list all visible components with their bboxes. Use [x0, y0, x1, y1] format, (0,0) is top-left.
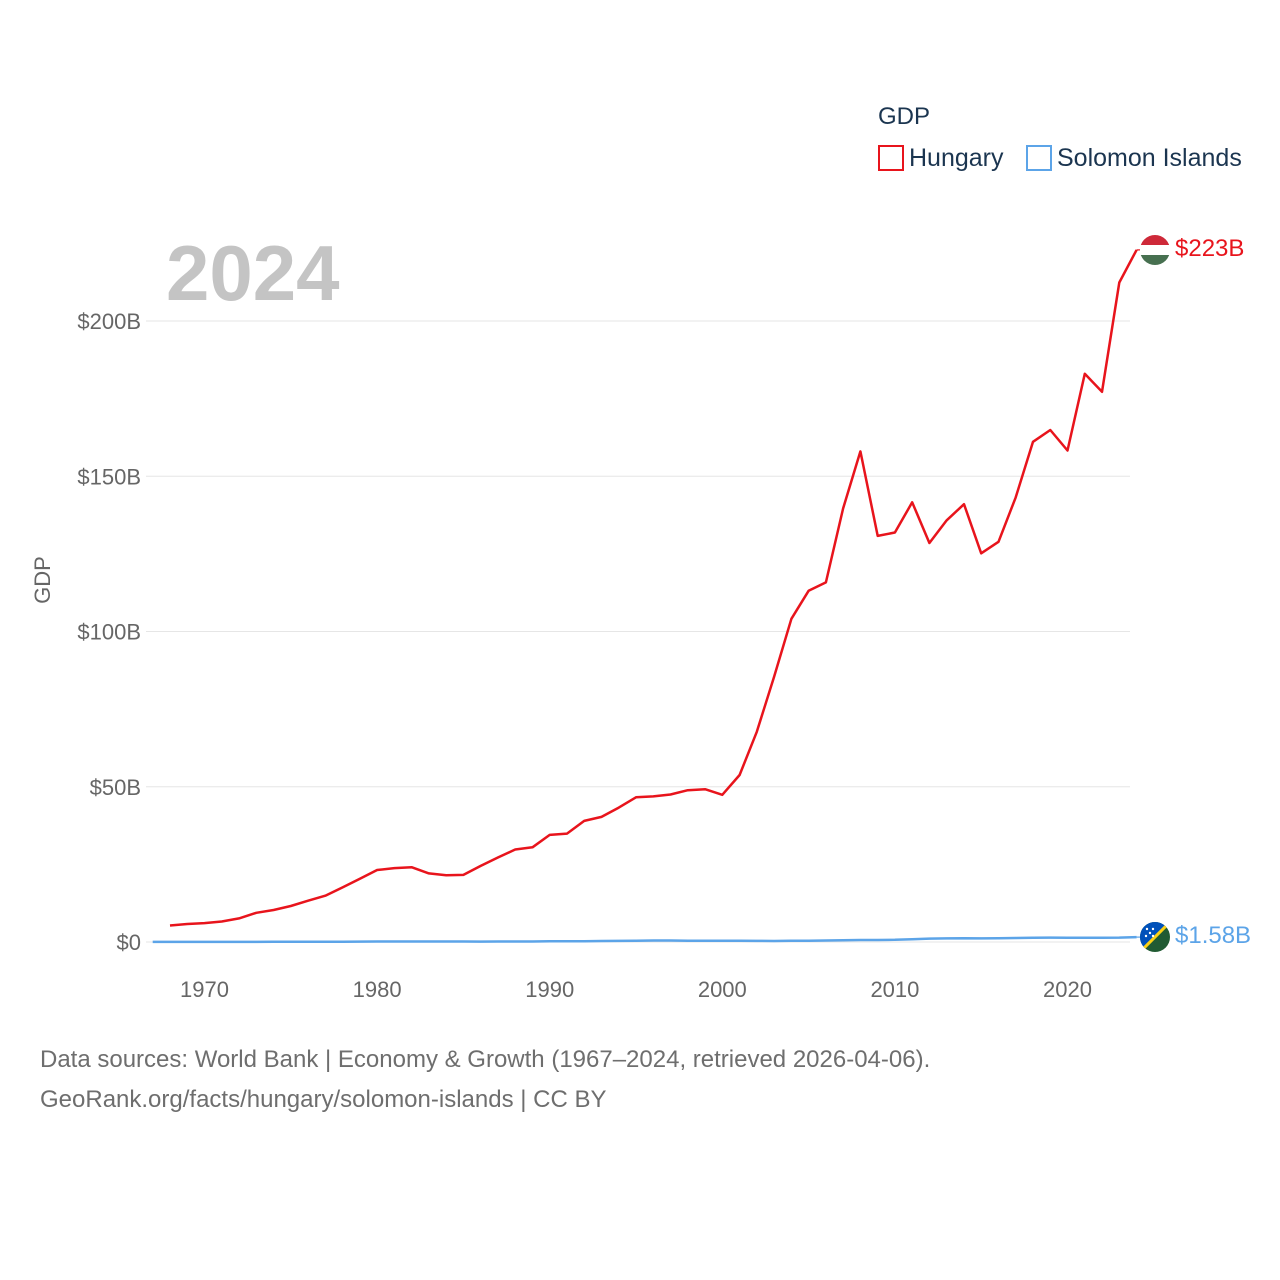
solomon-islands-flag-icon	[1140, 922, 1170, 952]
data-sources-text: Data sources: World Bank | Economy & Gro…	[40, 1046, 931, 1073]
series-layer	[152, 249, 1140, 944]
y-tick-label: $200B	[77, 309, 141, 334]
y-tick-label: $50B	[90, 775, 141, 800]
x-tick-label: 2010	[870, 977, 919, 1002]
gdp-line-chart: $0 $50B $100B $150B $200B 1970 1980 1990 2000 20…	[30, 103, 1251, 1002]
y-tick-label: $0	[117, 930, 141, 955]
y-axis-ticks: $0 $50B $100B $150B $200B	[77, 309, 141, 955]
legend-label-hungary: Hungary	[909, 144, 1004, 172]
y-tick-label: $150B	[77, 464, 141, 489]
solomon-islands-end-label: $1.58B	[1175, 922, 1251, 949]
legend-swatch-solomon-islands	[1026, 145, 1052, 171]
legend-title: GDP	[878, 103, 930, 130]
gridlines	[146, 320, 1130, 943]
legend-swatch-hungary	[878, 145, 904, 171]
year-label: 2024	[166, 229, 340, 317]
legend: GDP Hungary Solomon Islands	[878, 103, 1242, 172]
x-tick-label: 1970	[180, 977, 229, 1002]
y-tick-label: $100B	[77, 620, 141, 645]
x-tick-label: 2000	[698, 977, 747, 1002]
x-axis-ticks: 1970 1980 1990 2000 2010 2020	[180, 977, 1092, 1002]
hungary-end-label: $223B	[1175, 235, 1244, 262]
series-line-solomon-islands	[152, 935, 1137, 944]
series-line-hungary	[169, 249, 1138, 927]
source-url-text: GeoRank.org/facts/hungary/solomon-island…	[40, 1086, 607, 1113]
footer: Data sources: World Bank | Economy & Gro…	[40, 1040, 1240, 1120]
y-axis-title: GDP	[30, 556, 55, 604]
x-tick-label: 2020	[1043, 977, 1092, 1002]
legend-label-solomon-islands: Solomon Islands	[1057, 144, 1242, 172]
hungary-flag-icon	[1140, 235, 1170, 265]
x-tick-label: 1980	[353, 977, 402, 1002]
legend-item-solomon-islands[interactable]: Solomon Islands	[1026, 144, 1242, 172]
legend-item-hungary[interactable]: Hungary	[878, 144, 1004, 172]
x-tick-label: 1990	[525, 977, 574, 1002]
